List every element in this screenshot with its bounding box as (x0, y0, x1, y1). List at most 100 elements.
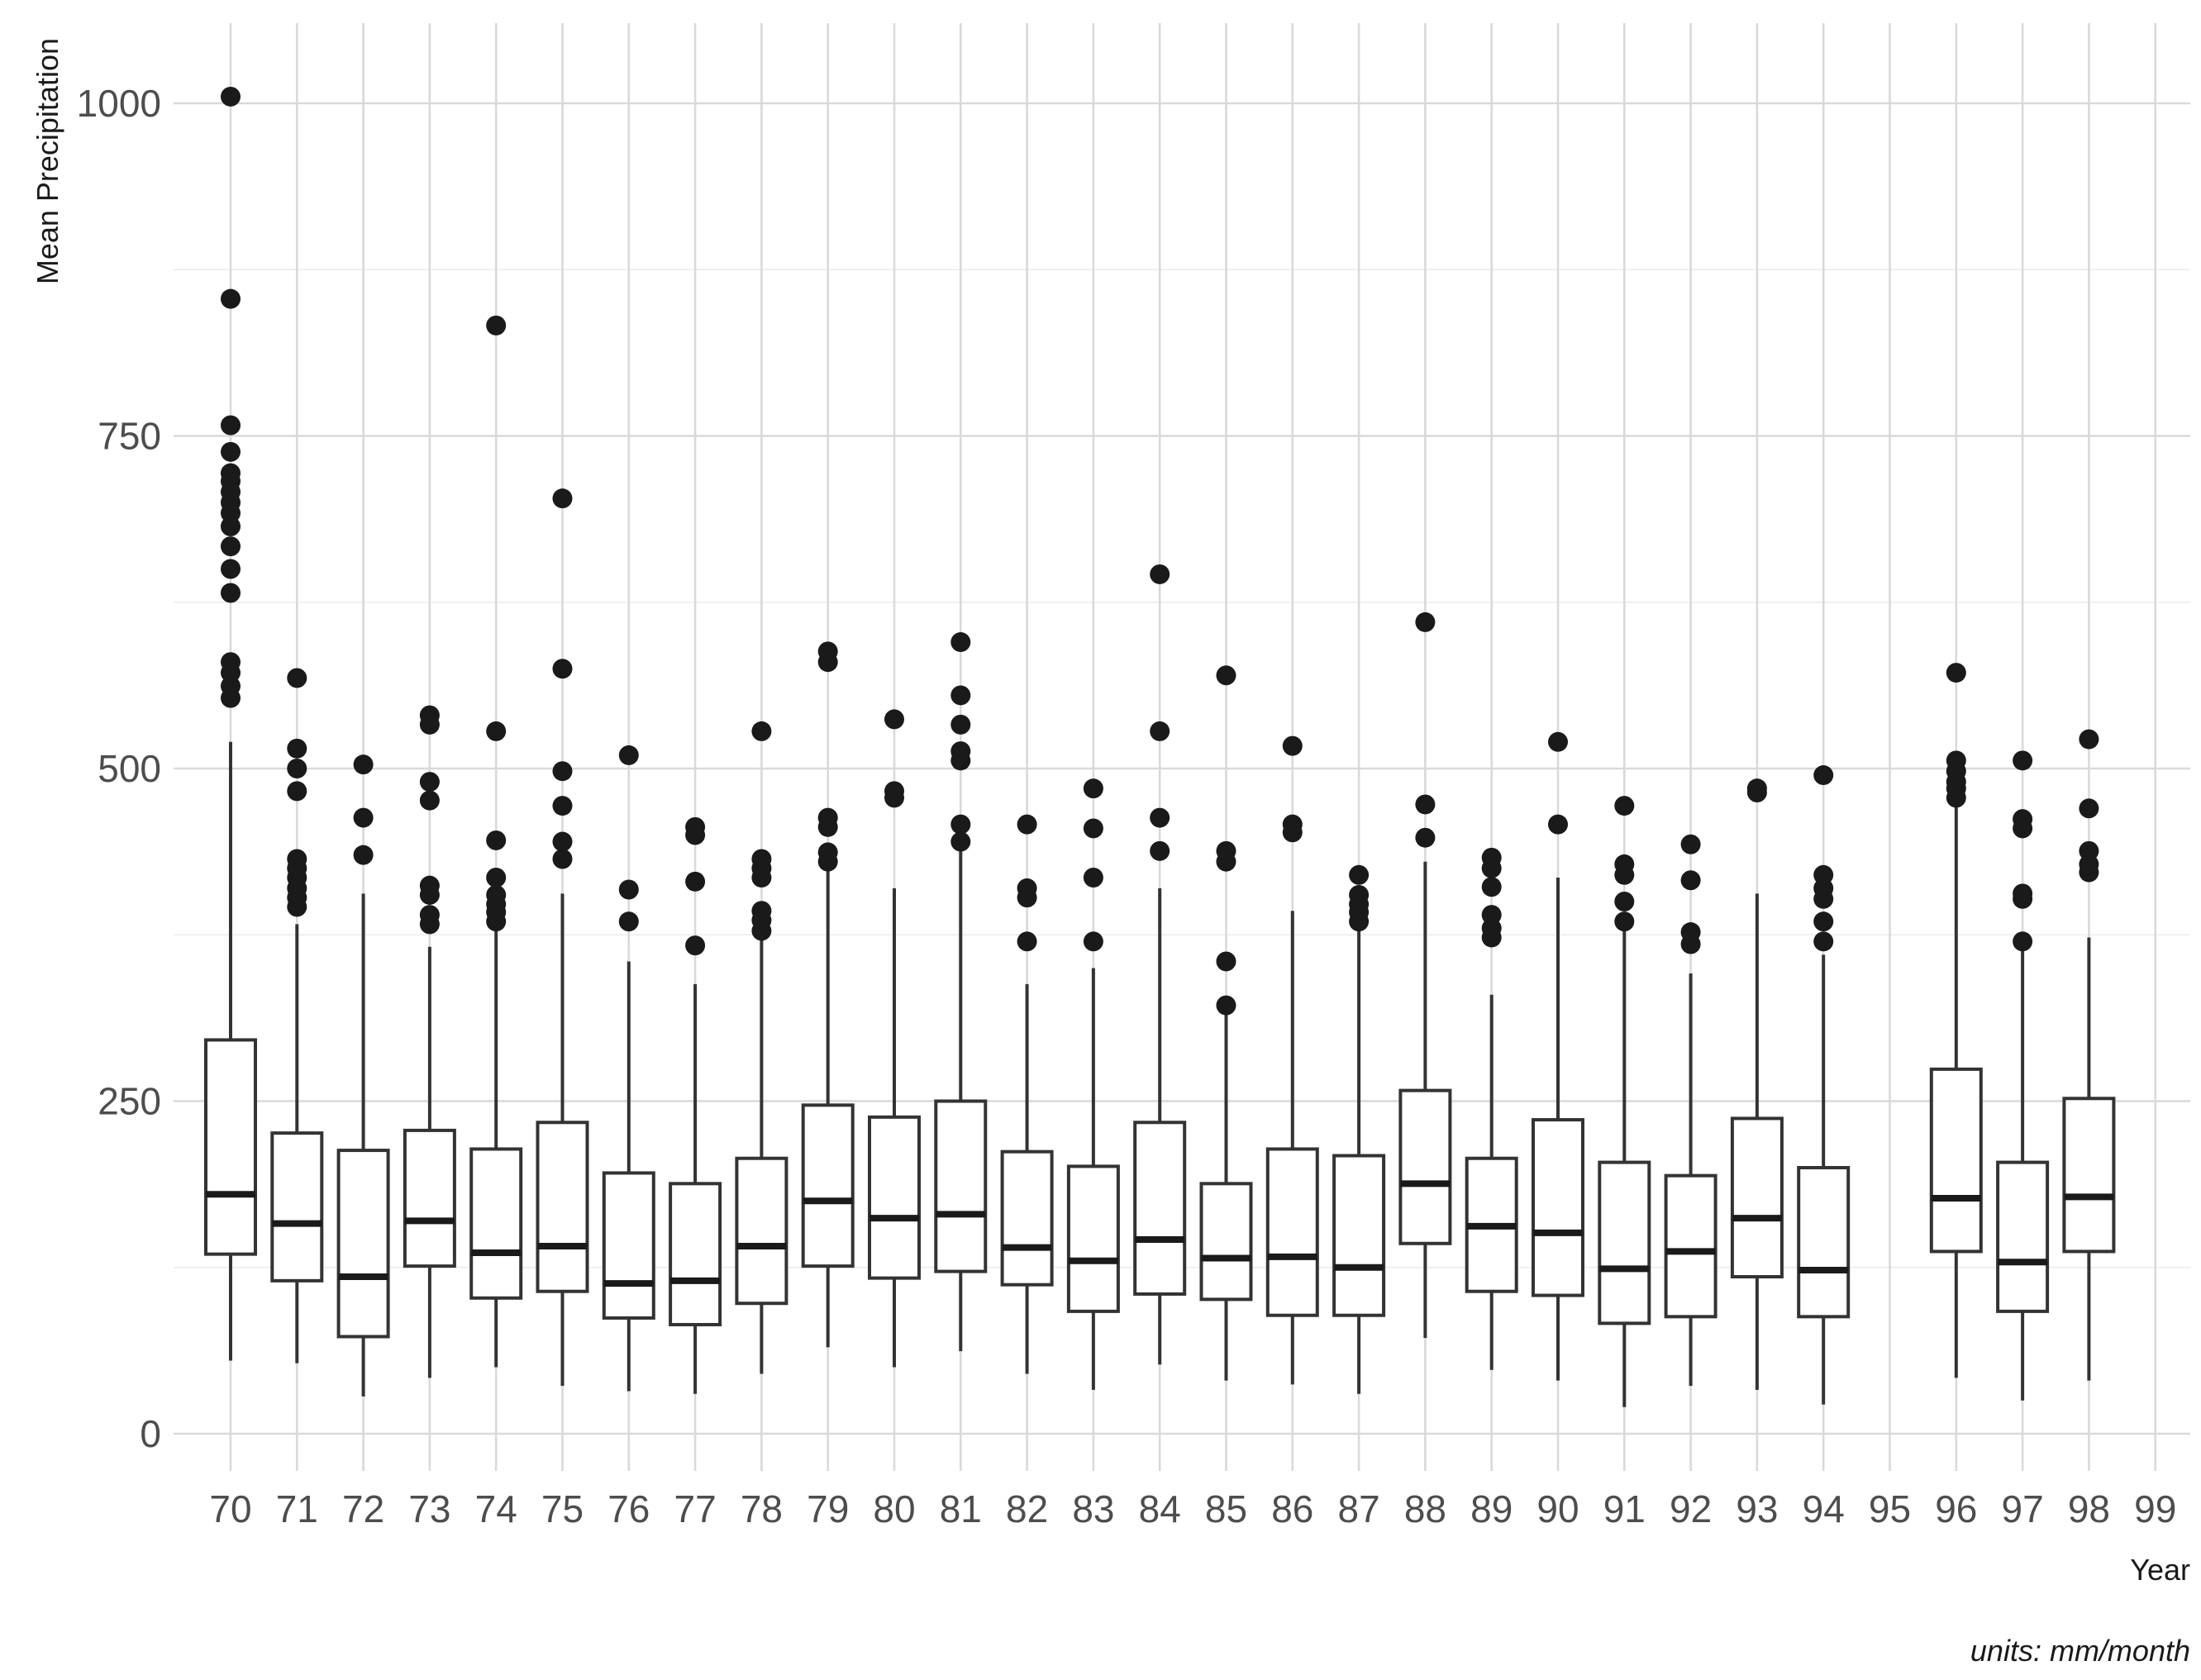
box-97 (1996, 944, 2050, 1401)
outlier-point (1680, 922, 1701, 943)
outlier-point (1746, 778, 1767, 799)
outlier-point (221, 583, 241, 603)
x-tick-label: 87 (1338, 1487, 1380, 1530)
x-tick-label: 81 (940, 1487, 982, 1530)
iqr-box (1996, 1160, 2050, 1313)
outlier-point (1813, 911, 1834, 932)
x-tick-label: 86 (1271, 1487, 1313, 1530)
outlier-point (618, 745, 639, 765)
iqr-box (336, 1149, 390, 1339)
box-76 (602, 961, 655, 1392)
x-tick-label: 74 (475, 1487, 517, 1530)
outlier-point (2079, 798, 2099, 819)
outlier-point (685, 935, 706, 956)
outlier-point (1216, 995, 1236, 1016)
outlier-point (1680, 834, 1701, 854)
x-tick-label: 99 (2134, 1487, 2176, 1530)
box-90 (1532, 878, 1584, 1381)
outlier-point (1150, 807, 1170, 828)
x-tick-label: 95 (1869, 1487, 1911, 1530)
x-axis-title: Year (2130, 1553, 2190, 1587)
outlier-point (884, 709, 904, 730)
outlier-point (486, 884, 507, 905)
outlier-point (2013, 931, 2033, 952)
outlier-point (287, 849, 307, 869)
iqr-box (801, 1103, 855, 1268)
outlier-point (1614, 796, 1635, 816)
outlier-point (1614, 892, 1635, 911)
x-tick-label: 94 (1803, 1487, 1845, 1530)
outlier-point (751, 901, 772, 921)
outlier-point (1548, 731, 1568, 752)
outlier-point (1481, 905, 1502, 926)
iqr-box (669, 1182, 722, 1326)
outlier-point (1415, 794, 1436, 815)
box-78 (735, 939, 788, 1374)
box-85 (1199, 1013, 1253, 1381)
outlier-point (685, 871, 706, 892)
outlier-point (1216, 951, 1236, 972)
x-tick-label: 96 (1935, 1487, 1977, 1530)
box-88 (1398, 861, 1452, 1339)
outlier-point (486, 721, 507, 741)
box-74 (469, 928, 523, 1368)
outlier-point (950, 632, 971, 653)
outlier-point (1150, 564, 1170, 584)
outlier-point (1017, 878, 1037, 898)
outlier-point (419, 772, 440, 792)
x-tick-label: 71 (276, 1487, 318, 1530)
iqr-box (469, 1147, 523, 1300)
outlier-point (552, 849, 573, 869)
outlier-point (221, 86, 241, 107)
iqr-box (868, 1115, 921, 1280)
y-tick-label: 1000 (77, 82, 161, 125)
box-89 (1465, 994, 1518, 1370)
outlier-point (618, 879, 639, 900)
outlier-point (1614, 854, 1635, 874)
box-84 (1133, 888, 1187, 1365)
iqr-box (1398, 1088, 1452, 1245)
box-91 (1598, 928, 1651, 1407)
x-tick-label: 97 (2002, 1487, 2044, 1530)
x-tick-label: 80 (873, 1487, 915, 1530)
iqr-box (1133, 1121, 1187, 1296)
outlier-point (221, 288, 241, 309)
outlier-point (1813, 864, 1834, 885)
outlier-point (1017, 931, 1037, 952)
outlier-point (552, 796, 573, 816)
outlier-point (1680, 870, 1701, 891)
outlier-point (1548, 814, 1568, 835)
outlier-point (1083, 868, 1103, 888)
caption: units: mm/month (1970, 1634, 2190, 1668)
outlier-point (2013, 750, 2033, 771)
outlier-point (419, 705, 440, 726)
box-80 (868, 888, 921, 1368)
iqr-box (536, 1121, 589, 1293)
outlier-point (221, 463, 241, 483)
outlier-point (552, 831, 573, 852)
iqr-box (2062, 1097, 2116, 1254)
outlier-point (1813, 931, 1834, 952)
iqr-box (735, 1156, 788, 1306)
box-98 (2062, 937, 2116, 1381)
box-86 (1265, 911, 1319, 1385)
box-87 (1332, 928, 1386, 1394)
outlier-point (221, 652, 241, 673)
boxes (204, 741, 2116, 1407)
x-tick-label: 82 (1006, 1487, 1048, 1530)
outlier-point (552, 659, 573, 679)
iqr-box (1929, 1067, 1983, 1254)
outlier-point (1946, 750, 1966, 771)
outlier-point (950, 741, 971, 762)
outlier-point (1349, 864, 1370, 885)
outlier-point (287, 759, 307, 778)
outlier-point (221, 415, 241, 435)
outlier-point (1083, 778, 1103, 799)
y-tick-label: 500 (98, 747, 161, 790)
iqr-box (270, 1131, 324, 1283)
x-tick-label: 93 (1736, 1487, 1778, 1530)
outlier-point (287, 668, 307, 688)
outlier-point (221, 441, 241, 462)
box-77 (669, 983, 722, 1394)
